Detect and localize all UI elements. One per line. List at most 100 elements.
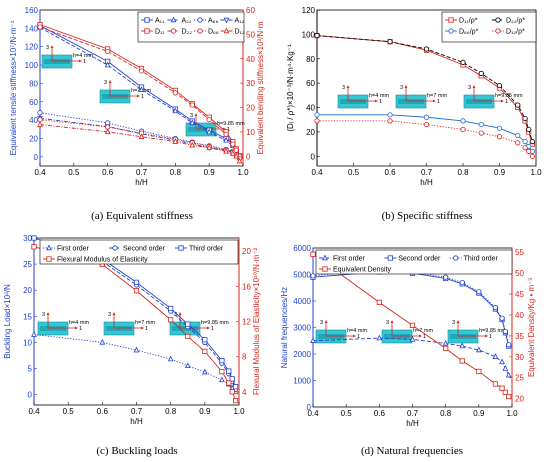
- data-point-7: [230, 150, 236, 157]
- y-axis-label: (Dᵢ / ρ*)×10⁻³/N·m⁴·Kg⁻¹: [286, 44, 295, 132]
- data-point-3: [526, 148, 532, 154]
- x-tick-label: 0.8: [165, 407, 177, 416]
- data-point-2: [502, 328, 508, 335]
- y2-tick-label: 20: [242, 247, 251, 256]
- legend-label-5: D₂₂: [182, 29, 193, 36]
- data-point-3: [423, 121, 430, 128]
- axis-3-arrowhead: [472, 85, 476, 88]
- data-point-2: [185, 321, 191, 327]
- data-point-3: [376, 299, 382, 305]
- y-tick-label: 40: [29, 116, 38, 125]
- data-point-2: [168, 305, 174, 312]
- x-tick-label: 0.4: [307, 409, 319, 418]
- legend-marker-0: [448, 17, 454, 23]
- data-point-0: [184, 362, 191, 369]
- data-point-3: [133, 288, 140, 294]
- data-point-2: [492, 305, 499, 311]
- y2-tick-label: 4: [242, 388, 247, 397]
- data-point-5: [172, 90, 178, 96]
- x-tick-label: 0.9: [204, 168, 216, 177]
- y-tick-label: 20: [306, 128, 315, 137]
- x-tick-label: 0.9: [494, 168, 506, 177]
- x-tick-label: 0.7: [407, 409, 419, 418]
- data-point-2: [387, 112, 393, 118]
- data-point-5: [230, 141, 236, 147]
- y2-tick-label: 16: [242, 282, 251, 291]
- thickness-label: h=4 mm: [73, 53, 93, 59]
- data-point-3: [185, 333, 191, 340]
- y-tick-label: 60: [306, 79, 315, 88]
- y-tick-label: 2000: [293, 350, 311, 359]
- data-point-2: [310, 273, 316, 279]
- axis-1-label: 1: [379, 99, 382, 105]
- data-point-3: [202, 348, 208, 354]
- x-tick-label: 0.6: [384, 168, 396, 177]
- sample-core: [384, 334, 410, 339]
- x-tick-label: 0.9: [473, 409, 485, 418]
- series-line-0: [316, 35, 533, 145]
- axis-3-arrowhead: [324, 320, 328, 323]
- legend-marker-3: [322, 266, 328, 272]
- sample-core: [172, 326, 198, 331]
- legend-marker-2: [453, 255, 459, 261]
- data-point-3: [502, 389, 508, 395]
- y-tick-label: 0: [307, 403, 312, 412]
- data-point-1: [189, 119, 196, 126]
- series-line-7: [39, 124, 240, 162]
- data-point-2: [133, 279, 140, 285]
- axis-3-label: 3: [42, 312, 45, 318]
- y-tick-label: 100: [302, 30, 316, 39]
- sample-core: [466, 99, 492, 104]
- legend-label-0: First order: [57, 246, 90, 253]
- axis-3-arrowhead: [346, 85, 350, 88]
- y-tick-label: 0: [34, 153, 39, 162]
- data-point-1: [314, 32, 320, 39]
- legend: A₁₁ A₂₂ A₆₆ A₁₂ D₁₁ D₂₂ D₆₆ D₁₂: [137, 11, 245, 43]
- y-tick-label: 15: [23, 312, 32, 321]
- x-tick-label: 1.0: [530, 168, 542, 177]
- legend-label-3: Flexural Modulus of Elasticity: [57, 257, 148, 264]
- x-tick-label: 0.8: [170, 168, 182, 177]
- axis-3-label: 3: [400, 85, 403, 91]
- data-point-1: [515, 102, 521, 108]
- series-line-2: [312, 268, 510, 345]
- sample-core: [188, 127, 214, 132]
- data-point-2: [314, 112, 320, 118]
- panel-caption: (a) Equivalent stiffness: [91, 210, 193, 222]
- x-tick-label: 0.7: [136, 168, 148, 177]
- legend-marker-1: [495, 17, 501, 23]
- legend-marker-1: [170, 16, 177, 23]
- data-point-2: [460, 118, 466, 124]
- legend-label-2: D₆₆/ρ*: [459, 29, 479, 36]
- data-point-0: [376, 334, 383, 341]
- axis-3-arrowhead: [404, 85, 408, 88]
- axis-1-arrowhead: [79, 59, 82, 63]
- x-tick-label: 0.4: [34, 168, 46, 177]
- legend-label-0: First order: [333, 256, 366, 263]
- axis-1-arrowhead: [207, 326, 210, 330]
- data-point-3: [515, 140, 521, 146]
- legend-label-4: D₁₁: [155, 29, 165, 36]
- y2-axis-label: Equivalent Density/Kg • m⁻³: [527, 278, 536, 377]
- legend-marker-2: [178, 245, 184, 251]
- data-point-0: [310, 337, 316, 343]
- panel-c: 0.4 0.5 0.6 0.7 0.8 0.9 1.0 0 5 10 15 20 25 30 4 8 12 16 2…: [3, 234, 261, 457]
- y-tick-label: 10: [23, 338, 32, 347]
- data-point-5: [206, 117, 212, 123]
- data-point-0: [201, 368, 208, 375]
- series-line-6: [39, 119, 240, 159]
- axis-3-label: 3: [452, 320, 455, 326]
- data-point-2: [443, 274, 449, 280]
- data-point-0: [167, 355, 174, 362]
- y2-tick-label: 12: [242, 318, 251, 327]
- data-point-3: [219, 368, 225, 375]
- data-point-3: [478, 130, 484, 136]
- data-point-3: [226, 380, 232, 386]
- data-point-2: [229, 376, 235, 382]
- data-point-1: [387, 39, 393, 45]
- legend-marker-3: [495, 28, 501, 34]
- data-point-7: [189, 141, 196, 148]
- legend: First order Second order Third order Flexur…: [39, 239, 239, 265]
- legend-label-2: Third order: [189, 246, 224, 253]
- data-point-3: [492, 381, 499, 387]
